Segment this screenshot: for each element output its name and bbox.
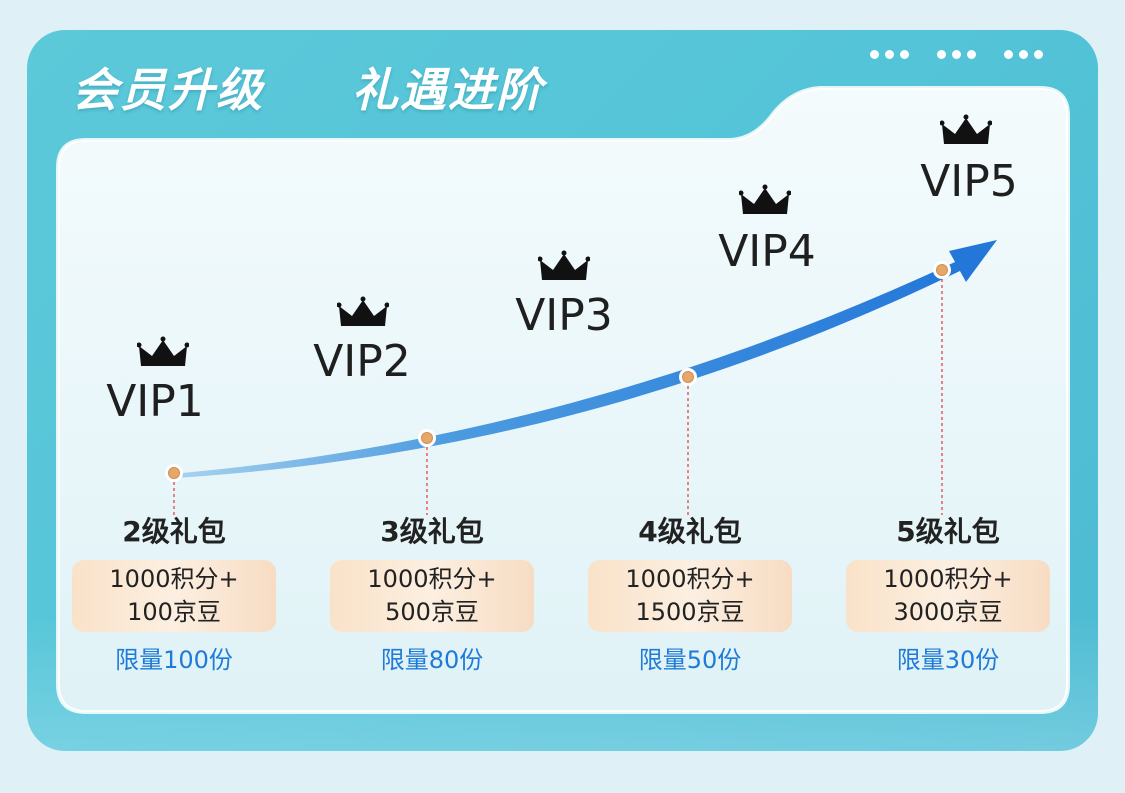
gift-pack-title: 2级礼包: [122, 515, 226, 548]
gift-pack-card: 3级礼包 1000积分+ 500京豆 限量80份: [327, 514, 537, 675]
gift-points: 1000积分+: [109, 565, 239, 593]
gift-limit: 限量30份: [896, 646, 1000, 674]
gift-points: 1000积分+: [883, 565, 1013, 593]
title-gift-advance: 礼遇进阶: [352, 63, 544, 117]
crown-icon: [137, 336, 189, 366]
crown-icon: [337, 296, 389, 326]
title-member-upgrade: 会员升级: [72, 63, 264, 117]
vip-level-label: VIP5: [920, 156, 1018, 207]
gift-points: 1000积分+: [367, 565, 497, 593]
vip-level-label: VIP1: [106, 376, 204, 427]
gift-limit: 限量100份: [115, 646, 233, 674]
vip-level-label: VIP2: [313, 336, 411, 387]
milestone-dots: [165, 261, 951, 482]
gift-pack-title: 3级礼包: [380, 515, 484, 548]
gift-pack-title: 4级礼包: [638, 515, 742, 548]
gift-beans: 3000京豆: [893, 598, 1003, 626]
gift-pack-card: 5级礼包 1000积分+ 3000京豆 限量30份: [843, 514, 1053, 675]
crown-icon: [940, 114, 992, 144]
gift-pack-card: 4级礼包 1000积分+ 1500京豆 限量50份: [585, 514, 795, 675]
crown-icon: [538, 250, 590, 280]
crown-icon: [739, 184, 791, 214]
content-panel: [56, 86, 1070, 714]
vip-level-label: VIP4: [718, 226, 816, 277]
guide-lines: [173, 279, 943, 515]
gift-pack-content: 1000积分+ 100京豆: [72, 560, 276, 632]
gift-limit: 限量80份: [380, 646, 484, 674]
decorative-dots: [870, 50, 1043, 59]
gift-beans: 500京豆: [385, 598, 479, 626]
gift-limit: 限量50份: [638, 646, 742, 674]
gift-pack-content: 1000积分+ 500京豆: [330, 560, 534, 632]
gift-pack-content: 1000积分+ 1500京豆: [588, 560, 792, 632]
gift-beans: 1500京豆: [635, 598, 745, 626]
gift-beans: 100京豆: [127, 598, 221, 626]
gift-points: 1000积分+: [625, 565, 755, 593]
gift-pack-title: 5级礼包: [896, 515, 1000, 548]
vip-level-label: VIP3: [515, 290, 613, 341]
gift-pack-card: 2级礼包 1000积分+ 100京豆 限量100份: [69, 514, 279, 675]
gift-pack-content: 1000积分+ 3000京豆: [846, 560, 1050, 632]
